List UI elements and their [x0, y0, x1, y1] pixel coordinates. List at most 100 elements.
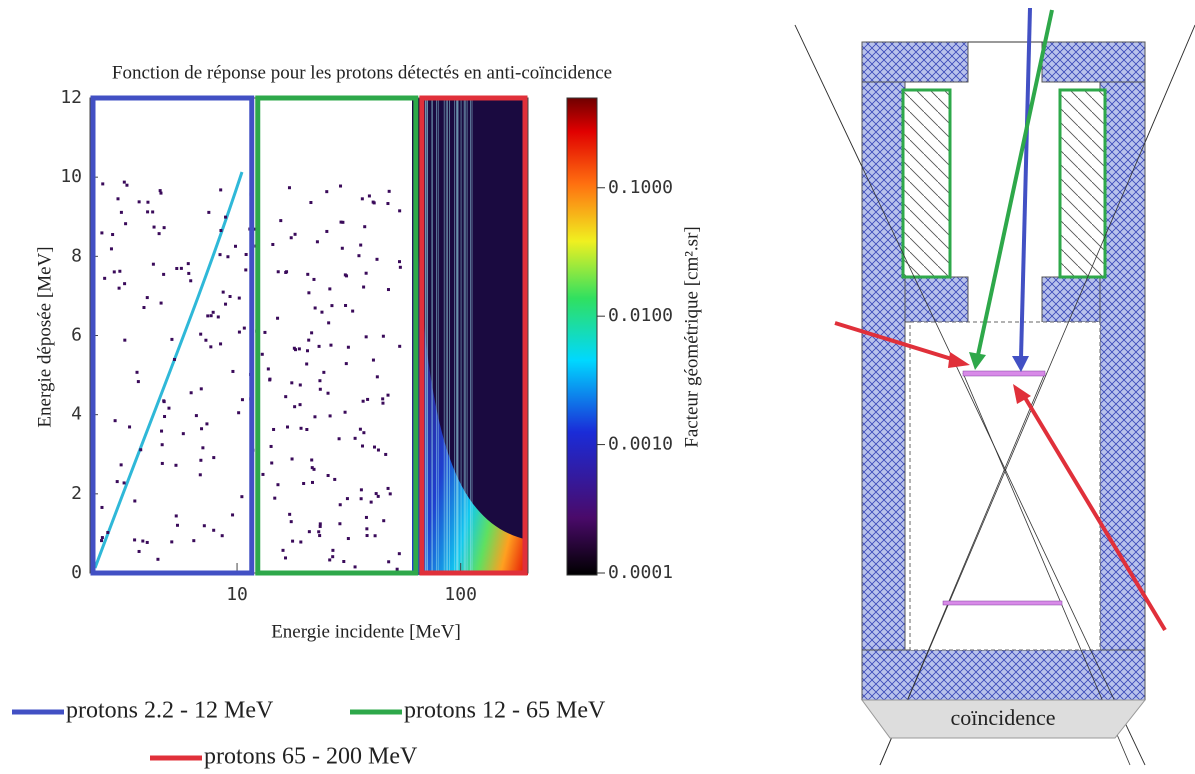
heat-cell: [174, 514, 178, 518]
heat-cell: [117, 286, 121, 290]
heat-cell: [122, 481, 126, 485]
heat-cell: [310, 466, 314, 470]
heat-cell: [381, 401, 385, 405]
heat-cell: [353, 436, 357, 440]
heat-cell: [216, 315, 220, 319]
heat-cell: [376, 448, 380, 452]
heat-cell: [318, 387, 322, 391]
cone-line: [879, 24, 1195, 766]
heat-cell: [375, 375, 379, 379]
legend-label: protons 2.2 - 12 MeV: [66, 698, 274, 724]
heat-cell: [346, 345, 350, 349]
heat-cell: [328, 558, 332, 562]
heat-cell: [305, 349, 309, 353]
range-box: [255, 95, 419, 576]
heat-cell: [181, 432, 185, 436]
heat-cell: [162, 399, 166, 403]
heat-cell: [244, 252, 248, 256]
heat-cell: [142, 306, 146, 310]
heat-cell: [205, 422, 209, 426]
wall-right: [1099, 41, 1146, 701]
heat-cell: [307, 338, 311, 342]
heat-cell: [353, 565, 357, 569]
ledge-right: [1041, 276, 1101, 323]
heat-cell: [312, 467, 316, 471]
heat-cell: [141, 539, 145, 543]
arrow-blue: [1019, 7, 1032, 359]
heat-cell: [204, 338, 208, 342]
heat-cell: [220, 534, 224, 538]
heat-cell: [279, 219, 283, 223]
heat-cell: [359, 243, 363, 247]
heat-cell: [118, 269, 122, 273]
scintillator-left: [901, 88, 952, 279]
heat-cell: [200, 427, 204, 431]
heat-cell: [261, 472, 265, 476]
heat-cell: [358, 427, 362, 431]
heat-cell: [291, 539, 295, 543]
heat-cell: [395, 567, 399, 571]
heat-cell: [198, 473, 202, 477]
heat-cell: [365, 534, 369, 538]
x-tick-label: 10: [226, 584, 248, 605]
colorbar-tick-label: 0.1000: [608, 177, 673, 198]
heat-cell: [340, 246, 344, 250]
heat-cell: [287, 186, 291, 190]
heat-cell: [292, 346, 296, 350]
heat-cell: [137, 200, 141, 204]
arrow-green: [976, 9, 1054, 356]
detector-top: [962, 370, 1046, 377]
heat-cell: [187, 271, 191, 275]
heat-cell: [189, 391, 193, 395]
heat-cell: [331, 555, 335, 559]
heat-cell: [100, 539, 104, 543]
heat-cell: [342, 560, 346, 564]
heat-cell: [136, 380, 140, 384]
inner-cavity: [909, 321, 1101, 651]
heat-cell: [219, 188, 223, 192]
heat-cell: [387, 560, 391, 564]
heat-cell: [397, 552, 401, 556]
heat-cell: [369, 500, 373, 504]
heat-cell: [322, 370, 326, 374]
heat-cell: [343, 410, 347, 414]
heat-cell: [290, 381, 294, 385]
heat-cell: [237, 411, 241, 415]
heatmap-texture: [93, 98, 528, 575]
heat-cell: [167, 406, 171, 410]
heat-cell: [364, 271, 368, 275]
heat-cell: [362, 285, 366, 289]
heat-cell: [234, 244, 238, 248]
heat-cell: [338, 522, 342, 526]
x-axis-label: Energie incidente [MeV]: [271, 621, 461, 642]
heat-cell: [364, 335, 368, 339]
heat-cell: [285, 270, 289, 274]
heat-cell: [209, 314, 213, 318]
heat-cell: [242, 326, 246, 330]
heat-cell: [373, 445, 377, 449]
chart: Fonction de réponse pour les protons dét…: [12, 62, 702, 770]
heat-cell: [263, 330, 267, 334]
arrowhead: [1013, 384, 1031, 404]
heat-cell: [170, 337, 174, 341]
heat-cell: [307, 530, 311, 534]
heat-cell: [162, 272, 166, 276]
colorbar: [566, 97, 598, 576]
heat-cell: [194, 414, 198, 418]
heat-cell: [299, 540, 303, 544]
heat-cell: [327, 321, 331, 325]
heat-cell: [317, 530, 321, 534]
heat-cell: [309, 201, 313, 205]
heat-cell: [298, 383, 302, 387]
heat-cell: [276, 270, 280, 274]
heat-cell: [333, 477, 337, 481]
heat-cell: [160, 443, 164, 447]
heat-cell: [268, 377, 272, 381]
heat-cell: [398, 265, 402, 269]
heat-cell: [170, 540, 174, 544]
heat-cell: [325, 190, 329, 194]
heat-cell: [344, 362, 348, 366]
heat-cell: [313, 415, 317, 419]
arrowhead: [1012, 356, 1029, 372]
